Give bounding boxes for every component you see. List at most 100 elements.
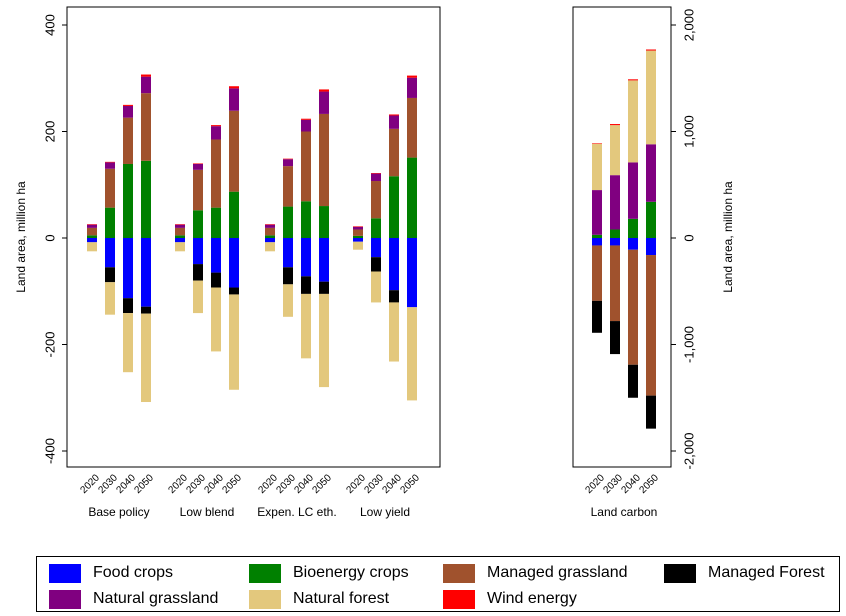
bar-bioenergy-crops-expen-lc-eth-2030 — [283, 206, 293, 238]
x-tick-label: 2020 — [78, 472, 102, 496]
bar-wind-energy-low-blend-2030 — [193, 163, 203, 164]
legend-label: Natural forest — [293, 590, 390, 607]
bar-food-crops-neg-expen-lc-eth-2040 — [301, 238, 311, 277]
x-tick-label: 2050 — [637, 472, 661, 496]
bar-managed-grassland-low-yield-2020 — [353, 229, 363, 236]
bar-natural-grassland-land-carbon-2050 — [646, 144, 656, 202]
bar-food-crops-neg-expen-lc-eth-2030 — [283, 238, 293, 268]
bar-wind-energy-expen-lc-eth-2030 — [283, 158, 293, 160]
x-tick-label: 2030 — [184, 472, 208, 496]
bar-natural-forest-neg-low-blend-2040 — [211, 287, 221, 352]
bar-natural-grassland-land-carbon-2020 — [592, 190, 602, 235]
bar-managed-grassland-base-policy-2040 — [123, 117, 133, 164]
bar-wind-energy-low-yield-2040 — [389, 114, 399, 116]
x-tick-label: 2050 — [310, 472, 334, 496]
bar-food-crops-neg-low-yield-2020 — [353, 238, 363, 242]
bar-bioenergy-crops-low-blend-2050 — [229, 191, 239, 238]
bar-managed-forest-neg-low-blend-2040 — [211, 272, 221, 288]
bar-managed-forest-neg-base-policy-2040 — [123, 298, 133, 314]
y-tick-label: 0 — [681, 234, 696, 241]
bar-wind-energy-low-blend-2050 — [229, 86, 239, 89]
bar-food-crops-neg-base-policy-2020 — [87, 238, 97, 243]
bar-natural-grassland-low-yield-2020 — [353, 226, 363, 230]
bar-natural-grassland-low-yield-2040 — [389, 115, 399, 129]
bar-food-crops-neg-expen-lc-eth-2050 — [319, 238, 329, 282]
bar-natural-forest-neg-expen-lc-eth-2020 — [265, 242, 275, 252]
chart-legend: Food crops Bioenergy crops Managed grass… — [36, 556, 840, 612]
legend-swatch-managed-forest — [664, 563, 696, 583]
bar-food-crops-neg-land-carbon-2020 — [592, 238, 602, 246]
bar-food-crops-neg-low-blend-2040 — [211, 238, 221, 273]
y-tick-label: -200 — [42, 331, 57, 357]
bar-bioenergy-crops-base-policy-2020 — [87, 235, 97, 238]
bar-food-crops-neg-low-yield-2030 — [371, 238, 381, 258]
bar-wind-energy-land-carbon-2020 — [592, 143, 602, 144]
bar-managed-forest-neg-land-carbon-2030 — [610, 321, 620, 355]
y-tick-label: 1,000 — [681, 115, 696, 148]
legend-swatch-natural-forest — [249, 589, 281, 609]
bar-food-crops-neg-land-carbon-2050 — [646, 238, 656, 256]
legend-swatch-wind-energy — [443, 589, 475, 609]
bar-food-crops-neg-land-carbon-2040 — [628, 238, 638, 250]
bar-managed-forest-neg-base-policy-2030 — [105, 267, 115, 283]
bar-managed-forest-neg-land-carbon-2050 — [646, 395, 656, 429]
bar-bioenergy-crops-low-blend-2020 — [175, 235, 185, 238]
bar-natural-forest-neg-low-yield-2050 — [407, 307, 417, 401]
bar-bioenergy-crops-low-yield-2030 — [371, 218, 381, 238]
legend-item-bioenergy-crops: Bioenergy crops — [249, 562, 409, 584]
bar-wind-energy-land-carbon-2040 — [628, 79, 638, 81]
x-tick-label: 2050 — [132, 472, 156, 496]
y-tick-label: 0 — [42, 234, 57, 241]
bar-bioenergy-crops-land-carbon-2050 — [646, 201, 656, 238]
x-tick-label: 2050 — [220, 472, 244, 496]
right-chart-panel: 2,000 1,000 0 -1,000 -2,000 Land area, millio… — [572, 6, 735, 519]
bar-bioenergy-crops-low-blend-2040 — [211, 207, 221, 238]
bar-food-crops-neg-base-policy-2030 — [105, 238, 115, 268]
bar-wind-energy-base-policy-2020 — [87, 224, 97, 225]
bar-wind-energy-low-yield-2030 — [371, 173, 381, 174]
legend-item-managed-forest: Managed Forest — [664, 562, 825, 584]
bar-managed-grassland-low-blend-2030 — [193, 169, 203, 211]
bar-natural-forest-neg-expen-lc-eth-2030 — [283, 284, 293, 317]
bar-natural-grassland-land-carbon-2030 — [610, 175, 620, 230]
legend-label: Bioenergy crops — [293, 564, 409, 581]
legend-item-food-crops: Food crops — [49, 562, 173, 584]
bar-wind-energy-low-yield-2020 — [353, 226, 363, 227]
bar-bioenergy-crops-base-policy-2050 — [141, 160, 151, 238]
bar-natural-forest-neg-base-policy-2040 — [123, 313, 133, 373]
bar-wind-energy-land-carbon-2030 — [610, 124, 620, 126]
legend-item-wind-energy: Wind energy — [443, 588, 577, 610]
bar-managed-grassland-neg-land-carbon-2050 — [646, 255, 656, 396]
bar-wind-energy-expen-lc-eth-2050 — [319, 89, 329, 92]
bar-natural-forest-neg-low-blend-2050 — [229, 294, 239, 390]
bar-natural-forest-neg-low-yield-2030 — [371, 271, 381, 303]
legend-label: Managed Forest — [708, 564, 825, 581]
x-tick-label: 2040 — [114, 472, 138, 496]
bar-natural-forest-land-carbon-2030 — [610, 125, 620, 176]
y-axis-title: Land area, million ha — [721, 181, 735, 293]
bar-managed-forest-neg-expen-lc-eth-2040 — [301, 276, 311, 294]
bar-natural-grassland-expen-lc-eth-2050 — [319, 91, 329, 114]
group-label-expen-lc-eth: Expen. LC eth. — [257, 505, 336, 519]
x-tick-label: 2020 — [256, 472, 280, 496]
bar-bioenergy-crops-base-policy-2030 — [105, 207, 115, 238]
bar-managed-grassland-base-policy-2030 — [105, 168, 115, 208]
bar-managed-grassland-neg-land-carbon-2030 — [610, 245, 620, 322]
plot-frame — [572, 6, 672, 468]
bar-wind-energy-expen-lc-eth-2040 — [301, 118, 311, 120]
bar-food-crops-neg-expen-lc-eth-2020 — [265, 238, 275, 243]
x-tick-label: 2040 — [619, 472, 643, 496]
bar-managed-grassland-expen-lc-eth-2040 — [301, 131, 311, 202]
y-tick-label: 2,000 — [681, 9, 696, 42]
bar-bioenergy-crops-land-carbon-2030 — [610, 229, 620, 238]
legend-swatch-managed-grassland — [443, 563, 475, 583]
bar-managed-forest-neg-low-yield-2040 — [389, 290, 399, 303]
y-tick-label: -1,000 — [681, 326, 696, 363]
bar-bioenergy-crops-low-yield-2050 — [407, 157, 417, 238]
bar-managed-forest-neg-expen-lc-eth-2050 — [319, 281, 329, 294]
bar-managed-grassland-expen-lc-eth-2020 — [265, 227, 275, 236]
bar-bioenergy-crops-expen-lc-eth-2020 — [265, 235, 275, 238]
legend-item-managed-grassland: Managed grassland — [443, 562, 628, 584]
bar-natural-forest-neg-low-blend-2020 — [175, 242, 185, 252]
bar-managed-forest-neg-base-policy-2050 — [141, 306, 151, 314]
